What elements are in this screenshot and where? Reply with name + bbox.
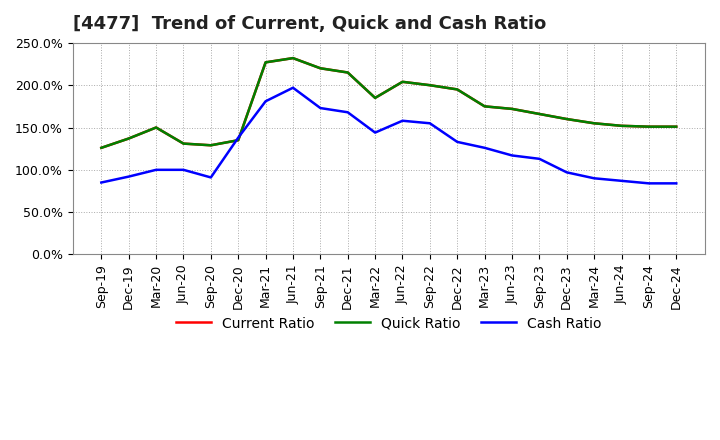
Cash Ratio bbox=[398, 118, 407, 123]
Quick Ratio bbox=[125, 136, 133, 141]
Quick Ratio bbox=[234, 138, 243, 143]
Quick Ratio bbox=[562, 117, 571, 122]
Current Ratio bbox=[426, 83, 434, 88]
Line: Quick Ratio: Quick Ratio bbox=[102, 58, 676, 148]
Current Ratio bbox=[453, 87, 462, 92]
Current Ratio bbox=[508, 106, 516, 111]
Current Ratio bbox=[480, 104, 489, 109]
Current Ratio bbox=[617, 123, 626, 128]
Cash Ratio bbox=[125, 174, 133, 179]
Cash Ratio bbox=[453, 139, 462, 144]
Current Ratio bbox=[562, 117, 571, 122]
Cash Ratio bbox=[590, 176, 598, 181]
Current Ratio bbox=[343, 70, 352, 75]
Cash Ratio bbox=[261, 99, 270, 104]
Cash Ratio bbox=[644, 181, 653, 186]
Cash Ratio bbox=[617, 178, 626, 183]
Cash Ratio bbox=[426, 121, 434, 126]
Cash Ratio bbox=[535, 156, 544, 161]
Current Ratio bbox=[398, 79, 407, 84]
Cash Ratio bbox=[343, 110, 352, 115]
Quick Ratio bbox=[590, 121, 598, 126]
Quick Ratio bbox=[152, 125, 161, 130]
Current Ratio bbox=[152, 125, 161, 130]
Quick Ratio bbox=[97, 145, 106, 150]
Current Ratio bbox=[261, 60, 270, 65]
Current Ratio bbox=[289, 55, 297, 61]
Cash Ratio bbox=[234, 135, 243, 140]
Quick Ratio bbox=[508, 106, 516, 111]
Quick Ratio bbox=[289, 55, 297, 61]
Current Ratio bbox=[179, 141, 188, 146]
Cash Ratio bbox=[480, 145, 489, 150]
Cash Ratio bbox=[152, 167, 161, 172]
Current Ratio bbox=[234, 138, 243, 143]
Quick Ratio bbox=[644, 124, 653, 129]
Quick Ratio bbox=[261, 60, 270, 65]
Line: Cash Ratio: Cash Ratio bbox=[102, 88, 676, 183]
Current Ratio bbox=[644, 124, 653, 129]
Cash Ratio bbox=[289, 85, 297, 90]
Line: Current Ratio: Current Ratio bbox=[102, 58, 676, 148]
Current Ratio bbox=[590, 121, 598, 126]
Text: [4477]  Trend of Current, Quick and Cash Ratio: [4477] Trend of Current, Quick and Cash … bbox=[73, 15, 546, 33]
Quick Ratio bbox=[207, 143, 215, 148]
Quick Ratio bbox=[480, 104, 489, 109]
Cash Ratio bbox=[207, 175, 215, 180]
Current Ratio bbox=[672, 124, 680, 129]
Cash Ratio bbox=[371, 130, 379, 135]
Quick Ratio bbox=[672, 124, 680, 129]
Current Ratio bbox=[97, 145, 106, 150]
Cash Ratio bbox=[672, 181, 680, 186]
Quick Ratio bbox=[343, 70, 352, 75]
Cash Ratio bbox=[562, 170, 571, 175]
Cash Ratio bbox=[316, 106, 325, 111]
Current Ratio bbox=[371, 95, 379, 100]
Quick Ratio bbox=[371, 95, 379, 100]
Cash Ratio bbox=[97, 180, 106, 185]
Legend: Current Ratio, Quick Ratio, Cash Ratio: Current Ratio, Quick Ratio, Cash Ratio bbox=[171, 311, 607, 336]
Quick Ratio bbox=[617, 123, 626, 128]
Current Ratio bbox=[316, 66, 325, 71]
Cash Ratio bbox=[508, 153, 516, 158]
Quick Ratio bbox=[316, 66, 325, 71]
Quick Ratio bbox=[426, 83, 434, 88]
Current Ratio bbox=[535, 111, 544, 117]
Current Ratio bbox=[125, 136, 133, 141]
Current Ratio bbox=[207, 143, 215, 148]
Quick Ratio bbox=[535, 111, 544, 117]
Quick Ratio bbox=[453, 87, 462, 92]
Quick Ratio bbox=[398, 79, 407, 84]
Cash Ratio bbox=[179, 167, 188, 172]
Quick Ratio bbox=[179, 141, 188, 146]
